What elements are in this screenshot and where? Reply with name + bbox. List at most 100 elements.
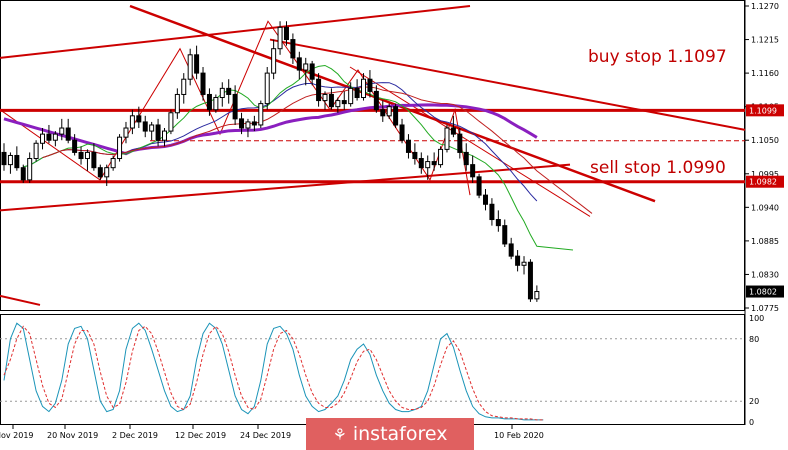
- candle-body: [393, 106, 399, 126]
- candle-body: [91, 151, 97, 169]
- candle-body: [142, 121, 148, 132]
- candle-body: [239, 118, 245, 129]
- instaforex-logo-icon: ⚘: [332, 424, 347, 444]
- price-tick-label: 1.0775: [751, 304, 779, 313]
- candle-body: [104, 167, 110, 178]
- price-label-box: [746, 104, 784, 117]
- price-tick-label: 1.0830: [751, 270, 779, 279]
- candle-body: [40, 133, 46, 144]
- candle-body: [425, 161, 431, 169]
- candle-body: [149, 124, 155, 132]
- price-tick-label: 1.1050: [751, 136, 779, 145]
- time-tick-label: 24 Dec 2019: [240, 431, 291, 440]
- candle-body: [194, 54, 200, 74]
- price-labels: 1.1099 1.0982 1.0802: [746, 104, 784, 298]
- candle-body: [65, 127, 71, 141]
- candle-body: [521, 261, 527, 266]
- candle-body: [33, 142, 39, 160]
- candle-body: [450, 127, 456, 135]
- candle-body: [399, 124, 405, 141]
- candle-body: [405, 139, 411, 153]
- candle-body: [129, 115, 135, 129]
- candle-body: [1, 151, 7, 166]
- candle-body: [213, 97, 219, 111]
- time-tick-label: 12 Dec 2019: [175, 431, 226, 440]
- price-tick-label: 1.0885: [751, 237, 779, 246]
- candle-body: [303, 63, 309, 71]
- price-label-text: 1.0802: [749, 288, 777, 297]
- oscillator-tick-label: 20: [749, 397, 759, 406]
- moving-average-purple: [3, 103, 538, 156]
- candle-body: [174, 93, 180, 114]
- price-tick-label: 1.1270: [751, 2, 779, 11]
- descending-trendline-minor: [349, 66, 591, 217]
- oscillator-tick-label: 100: [749, 314, 764, 323]
- watermark-text: instaforex: [352, 423, 448, 445]
- moving-average-red: [42, 86, 593, 214]
- time-axis-ticks: Nov 2019 20 Nov 2019 2 Dec 2019 12 Dec 2019…: [0, 425, 544, 440]
- candle-body: [322, 93, 328, 102]
- price-tick-label: 1.0995: [751, 170, 779, 179]
- candle-body: [367, 78, 373, 92]
- candle-body: [117, 136, 123, 160]
- candle-body: [354, 87, 360, 99]
- candle-body: [341, 100, 347, 105]
- stochastic-main-line: [3, 322, 544, 421]
- candle-body: [335, 100, 341, 108]
- price-tick-label: 1.1160: [751, 69, 779, 78]
- candle-body: [515, 255, 521, 266]
- upper-channel-line: [0, 5, 471, 59]
- stochastic-lines: [0, 322, 745, 421]
- time-tick-label: 20 Nov 2019: [47, 431, 98, 440]
- candle-body: [309, 63, 315, 80]
- candle-body: [271, 48, 277, 74]
- descending-trendline-major: [129, 4, 656, 203]
- candle-body: [470, 164, 476, 178]
- annotation-sell-stop: sell stop 1.0990: [590, 158, 726, 178]
- oscillator-frame: [0, 314, 745, 425]
- candle-body: [206, 93, 212, 111]
- candle-body: [457, 133, 463, 153]
- candle-body: [181, 78, 187, 95]
- candle-body: [438, 148, 444, 166]
- candle-body: [444, 127, 450, 150]
- price-label-box: [746, 175, 784, 188]
- candle-body: [502, 225, 508, 245]
- candle-body: [219, 87, 225, 99]
- candle-body: [527, 261, 533, 300]
- candle-body: [162, 130, 167, 141]
- oscillator-tick-label: 0: [749, 418, 754, 427]
- price-label-text: 1.0982: [749, 178, 777, 187]
- candle-body: [84, 151, 90, 160]
- candle-body: [27, 158, 33, 181]
- price-axis-ticks: 1.12701.12151.11601.11051.10501.09951.09…: [745, 2, 779, 313]
- candle-body: [463, 151, 469, 166]
- descending-trendline-upper: [269, 38, 746, 131]
- candle-body: [296, 57, 302, 71]
- candle-body: [508, 243, 514, 257]
- annotation-buy-stop: buy stop 1.1097: [588, 47, 727, 67]
- candle-body: [476, 176, 482, 196]
- candle-body: [418, 158, 424, 169]
- candle-body: [361, 78, 367, 99]
- time-tick-label: Nov 2019: [0, 431, 34, 440]
- candle-body: [283, 26, 289, 41]
- candle-body: [187, 54, 193, 80]
- candle-body: [136, 115, 142, 123]
- candle-body: [200, 72, 206, 95]
- oscillator-tick-label: 80: [749, 335, 759, 344]
- moving-averages: [3, 64, 593, 251]
- candle-body: [412, 151, 418, 160]
- price-label-text: 1.1099: [749, 106, 777, 115]
- candle-body: [168, 112, 174, 132]
- candle-body: [373, 90, 379, 111]
- time-tick-label: 2 Dec 2019: [112, 431, 158, 440]
- candle-body: [78, 151, 84, 160]
- main-chart-frame: [0, 0, 745, 311]
- candle-body: [155, 124, 161, 141]
- candle-body: [123, 127, 129, 138]
- oscillator-axis-ticks: 100 80 20 0: [749, 314, 764, 427]
- candle-body: [277, 26, 283, 50]
- candle-body: [226, 87, 232, 95]
